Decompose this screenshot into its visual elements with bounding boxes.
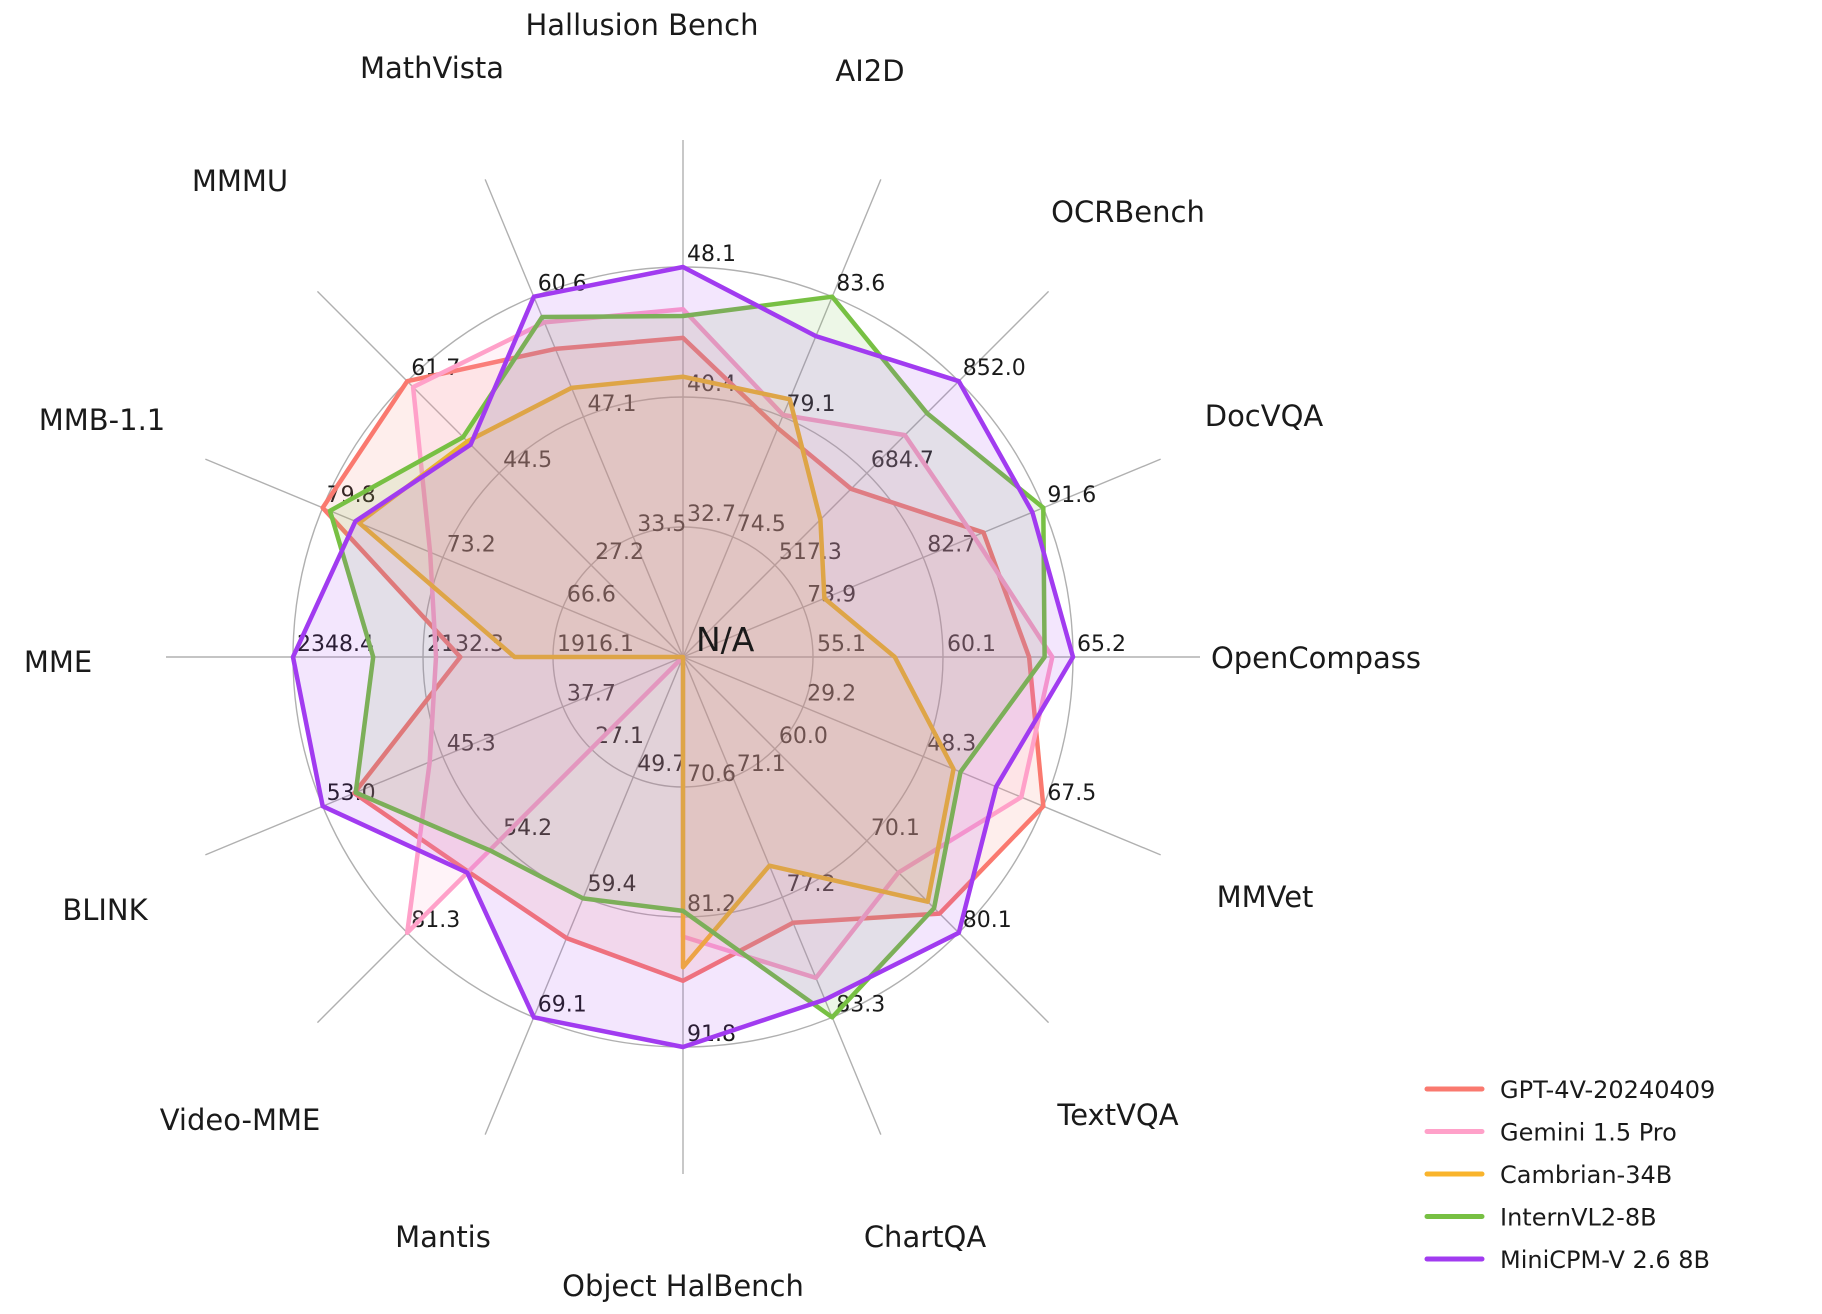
- ring-value-mme-1: 1916.1: [557, 632, 634, 657]
- ring-value-hallusion-bench-1: 32.7: [687, 502, 736, 527]
- ring-value-mantis-3: 69.1: [538, 992, 587, 1017]
- axis-label-docvqa: DocVQA: [1205, 399, 1324, 433]
- legend-label-minicpm-v-2-6-8b: MiniCPM-V 2.6 8B: [1500, 1246, 1710, 1274]
- series-polygon-minicpm-v-2-6-8b: [290, 264, 1076, 1050]
- grid-spoke-mmmu: [316, 290, 684, 658]
- ring-value-docvqa-2: 82.7: [927, 533, 976, 558]
- series-polygon-internvl2-8b: [327, 294, 1047, 1020]
- ring-value-ai2d-1: 74.5: [737, 512, 786, 537]
- ring-value-docvqa-3: 91.6: [1047, 483, 1096, 508]
- axis-label-mme: MME: [24, 645, 92, 679]
- ring-value-blink-1: 37.7: [567, 682, 616, 707]
- axis-label-ocrbench: OCRBench: [1051, 195, 1205, 229]
- axis-titles: Hallusion Bench AI2D OCRBench DocVQA OpenCom…: [24, 8, 1421, 1303]
- axis-label-mmmu: MMMU: [192, 164, 288, 198]
- legend-label-cambrian-34b: Cambrian-34B: [1500, 1161, 1672, 1189]
- ring-value-mmvet-1: 29.2: [807, 682, 856, 707]
- ring-value-mathvista-2: 47.1: [588, 392, 637, 417]
- ring-value-textvqa-2: 70.1: [871, 816, 920, 841]
- grid-spoke-mathvista: [484, 179, 684, 658]
- grid-spoke-blink: [205, 656, 684, 856]
- axis-label-mmb-1-1: MMB-1.1: [39, 403, 166, 437]
- legend-item-cambrian-34b: Cambrian-34B: [1424, 1161, 1672, 1189]
- ring-value-mantis-1: 49.7: [637, 752, 686, 777]
- axis-label-chartqa: ChartQA: [864, 1220, 987, 1254]
- ring-value-opencompass-3: 65.2: [1077, 632, 1126, 657]
- ring-value-ai2d-3: 83.6: [836, 272, 885, 297]
- ring-value-mmb-1-1-1: 66.6: [567, 582, 616, 607]
- grid-spoke-mantis: [484, 656, 684, 1135]
- axis-label-mantis: Mantis: [395, 1220, 491, 1254]
- ring-value-textvqa-1: 60.0: [779, 724, 828, 749]
- ring-value-mathvista-1: 33.5: [637, 512, 686, 537]
- series-polygons: [290, 264, 1076, 1050]
- legend-item-minicpm-v-2-6-8b: MiniCPM-V 2.6 8B: [1424, 1246, 1710, 1274]
- ring-value-chartqa-1: 71.1: [737, 752, 786, 777]
- grid-spoke-chartqa: [682, 656, 882, 1135]
- axis-label-mmvet: MMVet: [1217, 880, 1314, 914]
- legend-label-internvl2-8b: InternVL2-8B: [1500, 1204, 1657, 1232]
- axis-label-hallusion-bench: Hallusion Bench: [525, 8, 758, 42]
- legend-item-gpt-4v-20240409: GPT-4V-20240409: [1424, 1076, 1715, 1104]
- axis-label-blink: BLINK: [62, 893, 148, 927]
- ring-value-ocrbench-3: 852.0: [963, 356, 1026, 381]
- ring-value-opencompass-2: 60.1: [947, 632, 996, 657]
- grid-spoke-mmb-1-1: [205, 458, 684, 658]
- ring-value-ocrbench-1: 517.3: [779, 540, 842, 565]
- ring-value-object-halbench-1: 70.6: [687, 762, 736, 787]
- legend-item-gemini-1-5-pro: Gemini 1.5 Pro: [1424, 1119, 1677, 1147]
- legend: GPT-4V-20240409 Gemini 1.5 Pro Cambrian-34…: [1424, 1076, 1715, 1274]
- ring-value-mmvet-3: 67.5: [1047, 781, 1096, 806]
- axis-label-ai2d: AI2D: [835, 54, 904, 88]
- ring-value-mme-3: 2348.4: [297, 632, 374, 657]
- ring-value-hallusion-bench-3: 48.1: [687, 242, 736, 267]
- axis-label-mathvista: MathVista: [360, 51, 504, 85]
- grid-spoke-textvqa: [682, 656, 1050, 1024]
- ring-value-mmmu-1: 27.2: [595, 540, 644, 565]
- legend-label-gpt-4v-20240409: GPT-4V-20240409: [1500, 1076, 1715, 1104]
- legend-label-gemini-1-5-pro: Gemini 1.5 Pro: [1500, 1119, 1677, 1147]
- grid-spoke-ai2d: [682, 179, 882, 658]
- axis-label-video-mme: Video-MME: [160, 1103, 321, 1137]
- grid-spoke-mmvet: [682, 656, 1161, 856]
- grid-spoke-docvqa: [682, 458, 1161, 658]
- ring-value-mmmu-2: 44.5: [503, 448, 552, 473]
- ring-value-blink-2: 45.3: [447, 731, 496, 756]
- legend-item-internvl2-8b: InternVL2-8B: [1424, 1204, 1657, 1232]
- axis-label-object-halbench: Object HalBench: [562, 1269, 804, 1303]
- ring-value-opencompass-1: 55.1: [817, 632, 866, 657]
- ring-value-textvqa-3: 80.1: [963, 908, 1012, 933]
- center-na-label: N/A: [696, 620, 755, 659]
- axis-label-textvqa: TextVQA: [1056, 1098, 1178, 1132]
- ring-value-mantis-2: 59.4: [588, 872, 637, 897]
- ring-value-mmb-1-1-2: 73.2: [447, 533, 496, 558]
- grid-spoke-ocrbench: [682, 290, 1050, 658]
- ring-value-labels: 32.740.448.174.579.183.6517.3684.7852.07…: [297, 242, 1126, 1047]
- axis-label-opencompass: OpenCompass: [1211, 641, 1421, 675]
